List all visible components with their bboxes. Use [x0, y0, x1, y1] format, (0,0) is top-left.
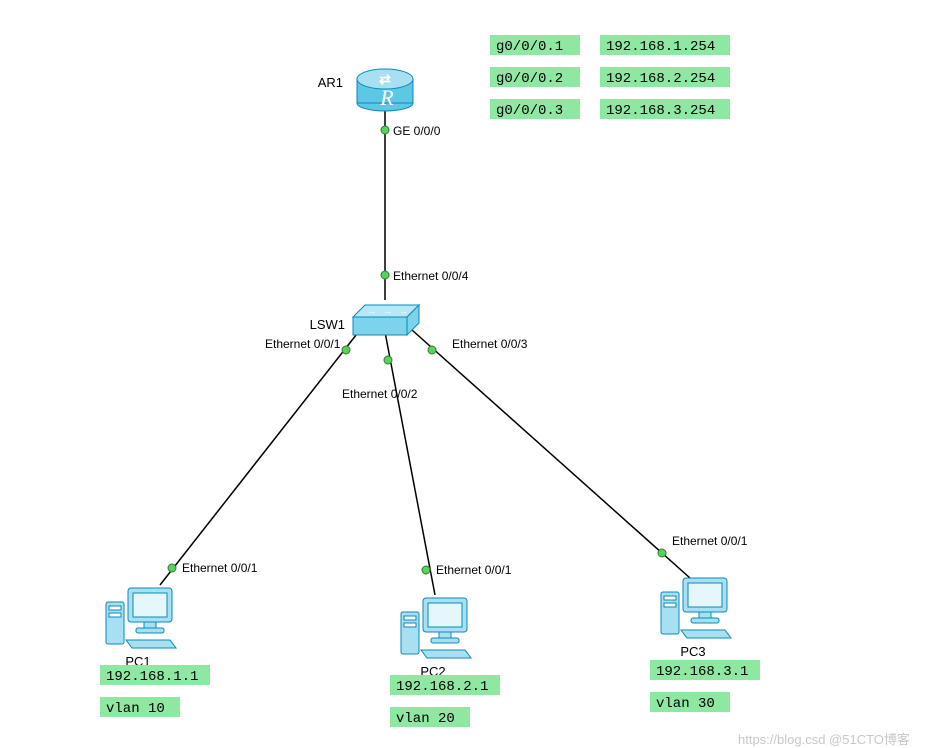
svg-text:→: → — [399, 306, 408, 316]
svg-text:vlan 30: vlan 30 — [656, 696, 715, 712]
port-label: Ethernet 0/0/1 — [672, 534, 748, 548]
switch-lsw1: → → → — [353, 305, 419, 335]
port-label: Ethernet 0/0/4 — [393, 269, 469, 283]
router-ar1: ⇄R — [357, 69, 413, 111]
router-label: AR1 — [318, 75, 343, 90]
pc3-label: PC3 — [680, 644, 705, 659]
port-dot — [422, 566, 430, 574]
link-lsw1-pc2 — [385, 332, 435, 595]
port-label: Ethernet 0/0/1 — [265, 337, 341, 351]
port-dot — [658, 549, 666, 557]
port-dot — [384, 356, 392, 364]
svg-text:g0/0/0.2: g0/0/0.2 — [496, 71, 563, 87]
svg-text:192.168.2.254: 192.168.2.254 — [606, 71, 715, 87]
svg-text:vlan 10: vlan 10 — [106, 701, 165, 717]
port-label: Ethernet 0/0/2 — [342, 387, 418, 401]
svg-text:192.168.1.254: 192.168.1.254 — [606, 39, 715, 55]
pc-pc3 — [661, 578, 731, 638]
port-label: Ethernet 0/0/3 — [452, 337, 528, 351]
svg-text:192.168.2.1: 192.168.2.1 — [396, 679, 488, 695]
port-dot — [381, 271, 389, 279]
svg-text:g0/0/0.1: g0/0/0.1 — [496, 39, 563, 55]
svg-text:192.168.1.1: 192.168.1.1 — [106, 669, 198, 685]
port-label: GE 0/0/0 — [393, 124, 441, 138]
svg-text:vlan 20: vlan 20 — [396, 711, 455, 727]
svg-text:→: → — [367, 306, 376, 316]
port-dot — [428, 346, 436, 354]
port-dot — [381, 126, 389, 134]
port-label: Ethernet 0/0/1 — [436, 563, 512, 577]
pc-pc1 — [106, 588, 176, 648]
svg-text:g0/0/0.3: g0/0/0.3 — [496, 103, 563, 119]
svg-text:192.168.3.1: 192.168.3.1 — [656, 664, 748, 680]
port-dot — [342, 346, 350, 354]
port-label: Ethernet 0/0/1 — [182, 561, 258, 575]
svg-text:R: R — [379, 85, 394, 110]
switch-label: LSW1 — [310, 317, 345, 332]
link-lsw1-pc1 — [160, 330, 360, 585]
watermark: https://blog.csd @51CTO博客 — [738, 732, 910, 747]
link-lsw1-pc3 — [412, 330, 690, 578]
port-dot — [168, 564, 176, 572]
svg-text:→: → — [383, 306, 392, 316]
pc-pc2 — [401, 598, 471, 658]
svg-text:192.168.3.254: 192.168.3.254 — [606, 103, 715, 119]
